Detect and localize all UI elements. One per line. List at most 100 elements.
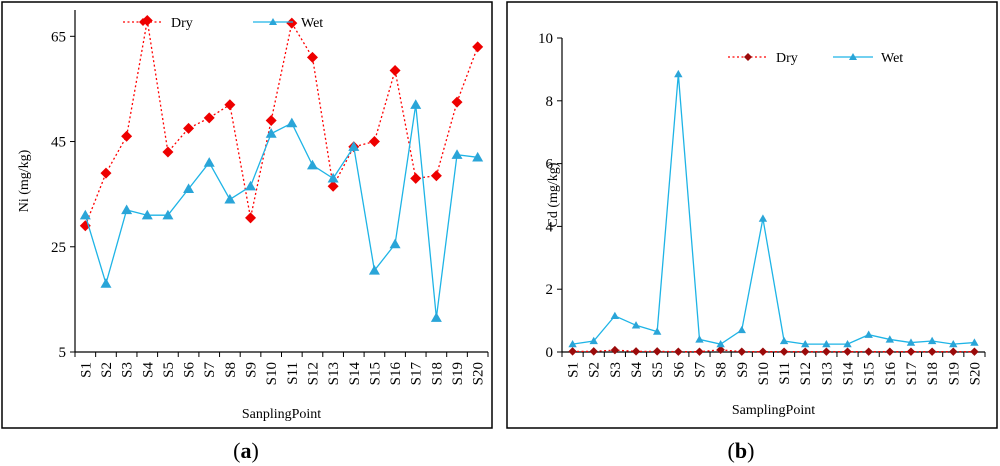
panel-b-series-dry-point bbox=[779, 347, 789, 356]
panel-b-x-tick-label: S8 bbox=[714, 362, 730, 378]
panel-a-legend-wet-marker bbox=[269, 18, 277, 25]
panel-b-x-tick-label: S1 bbox=[566, 362, 582, 378]
panel-b-y-tick-label: 0 bbox=[546, 345, 554, 361]
panel-b-series-wet-point bbox=[568, 339, 577, 348]
panel-a-legend-wet-label: Wet bbox=[301, 16, 323, 31]
panel-b-series-dry-point bbox=[758, 347, 768, 356]
panel-a-legend-dry-label: Dry bbox=[171, 16, 193, 31]
panel-a-series-dry-point bbox=[389, 65, 401, 77]
panel-b-x-tick-label: S17 bbox=[904, 362, 920, 386]
panel-a-series-wet-point bbox=[100, 278, 112, 288]
panel-a-y-axis-title: Ni (mg/kg) bbox=[17, 149, 32, 212]
panel-b-series-wet-point bbox=[864, 330, 873, 338]
panel-b-x-tick-label: S19 bbox=[946, 362, 962, 385]
panel-b-legend-dry-label: Dry bbox=[776, 51, 798, 66]
panel-b-x-tick-label: S3 bbox=[608, 362, 624, 378]
panel-a-series-wet-point bbox=[327, 172, 339, 183]
panel-b-series-dry-point bbox=[949, 347, 958, 356]
panel-a-x-tick-label: S10 bbox=[264, 362, 280, 385]
panel-a-series-wet-point bbox=[224, 193, 236, 204]
panel-b-x-tick-label: S9 bbox=[735, 362, 751, 378]
panel-b-series-dry-point bbox=[927, 347, 937, 356]
panel-a-series-dry-point bbox=[451, 96, 463, 108]
panel-b-series-wet-point bbox=[695, 335, 704, 343]
panel-a-series-wet-point bbox=[265, 128, 277, 138]
panel-b-x-tick-label: S13 bbox=[819, 362, 835, 385]
panel-b-series-wet-point bbox=[758, 214, 768, 222]
panel-a-x-tick-label: S17 bbox=[409, 362, 425, 386]
panel-b-series-wet-point bbox=[885, 335, 895, 343]
panel-a-series-wet-point bbox=[389, 238, 401, 249]
panel-a-x-tick-label: S16 bbox=[388, 362, 404, 386]
panel-b-x-tick-label: S2 bbox=[587, 362, 603, 378]
panel-a-series-wet-point bbox=[430, 312, 442, 322]
panel-a-series-wet-point bbox=[141, 209, 153, 220]
panel-a-series-wet-point bbox=[286, 117, 298, 128]
panel-a-x-axis-title: SanplingPoint bbox=[242, 407, 321, 422]
panel-b-series-wet-point bbox=[589, 336, 598, 345]
panel-b-chart: 0 2 4 6 8 10 S1 S2 S3 S4 S5 S6 S7 S8 S9 S10 S11 S12 S13 S14… bbox=[538, 31, 986, 418]
panel-b-x-tick-label: S6 bbox=[671, 362, 687, 378]
panel-a-series-dry-point bbox=[162, 146, 174, 158]
panel-b-series-wet-point bbox=[970, 338, 979, 346]
panel-a-y-tick-label: 25 bbox=[51, 240, 66, 256]
panel-b-series-dry-point bbox=[695, 347, 704, 356]
panel-a-series-dry-point bbox=[121, 130, 133, 142]
panel-a-chart: 5 25 45 65 S1 S2 S3 S4 S5 S6 S7 S8 S9 S10 S11 S12 S13 S14… bbox=[17, 10, 489, 422]
panel-a-series-dry-point bbox=[410, 172, 422, 184]
panel-a-series-dry-point bbox=[368, 136, 380, 148]
panel-a-series-wet-point bbox=[368, 264, 380, 275]
panel-b-legend-wet-marker bbox=[849, 53, 857, 60]
panel-b-series-wet-point bbox=[610, 311, 620, 320]
panel-b-series-dry-point bbox=[906, 347, 916, 356]
panel-b-series-wet-point bbox=[737, 325, 746, 334]
panel-b-series-dry-point bbox=[652, 347, 662, 356]
panel-a-series-dry-point bbox=[430, 170, 442, 182]
panel-a-x-tick-label: S1 bbox=[78, 362, 94, 378]
panel-a-series-wet-point bbox=[245, 180, 257, 191]
panel-a-x-tick-label: S13 bbox=[326, 362, 342, 385]
panel-b-x-tick-label: S7 bbox=[692, 362, 708, 378]
panel-a-series-dry-point bbox=[183, 122, 195, 134]
panel-a-series-wet-point bbox=[183, 183, 195, 194]
panel-b-x-tick-label: S20 bbox=[967, 362, 983, 385]
panel-a-x-tick-label: S8 bbox=[223, 362, 239, 378]
panel-b-legend-dry-marker bbox=[744, 53, 752, 61]
panel-a-x-tick-label: S2 bbox=[99, 362, 115, 378]
caption-a: (a) bbox=[233, 438, 259, 463]
panel-b-series-dry-point bbox=[568, 347, 577, 356]
panel-a-x-tick-label: S5 bbox=[161, 362, 177, 378]
panel-a-y-tick-label: 45 bbox=[51, 135, 66, 151]
panel-b-series-wet-point bbox=[652, 327, 662, 335]
panel-b-x-tick-label: S11 bbox=[777, 362, 793, 385]
panel-a-series-dry-point bbox=[224, 99, 236, 111]
panel-b-y-tick-label: 8 bbox=[546, 94, 554, 110]
panel-a-series-wet-point bbox=[79, 209, 91, 220]
panel-a-series-dry-line bbox=[84, 20, 479, 226]
panel-b-series-wet-point bbox=[949, 339, 958, 348]
panel-b-series-dry-point bbox=[970, 347, 979, 356]
panel-b-y-tick-label: 10 bbox=[538, 31, 553, 47]
panel-b-series-dry-point bbox=[610, 345, 620, 355]
panel-b-x-axis-title: SamplingPoint bbox=[732, 403, 815, 418]
panel-b-series-dry-point bbox=[801, 347, 810, 356]
panel-b-x-tick-label: S5 bbox=[650, 362, 666, 378]
panel-b-y-tick-label: 6 bbox=[546, 157, 554, 173]
panel-b-x-tick-label: S15 bbox=[862, 362, 878, 385]
panel-a-series-wet-line bbox=[84, 104, 478, 318]
caption-a-letter: a bbox=[241, 438, 252, 463]
panel-a-series-wet-point bbox=[451, 149, 463, 159]
panel-b-series-wet-point bbox=[822, 339, 831, 348]
panel-b-series-wet-point bbox=[843, 339, 852, 348]
panel-b-series-dry-point bbox=[674, 347, 683, 356]
panel-a-series-dry-point bbox=[306, 51, 318, 63]
panel-a-x-tick-label: S18 bbox=[429, 362, 445, 385]
panel-a-series-wet-point bbox=[203, 157, 215, 167]
panel-b-series-dry-point bbox=[864, 347, 873, 356]
panel-a-x-tick-label: S3 bbox=[120, 362, 136, 378]
panel-b-series-wet-line bbox=[572, 74, 975, 345]
panel-b-y-tick-label: 2 bbox=[546, 282, 554, 298]
panel-a-x-tick-label: S11 bbox=[285, 362, 301, 385]
